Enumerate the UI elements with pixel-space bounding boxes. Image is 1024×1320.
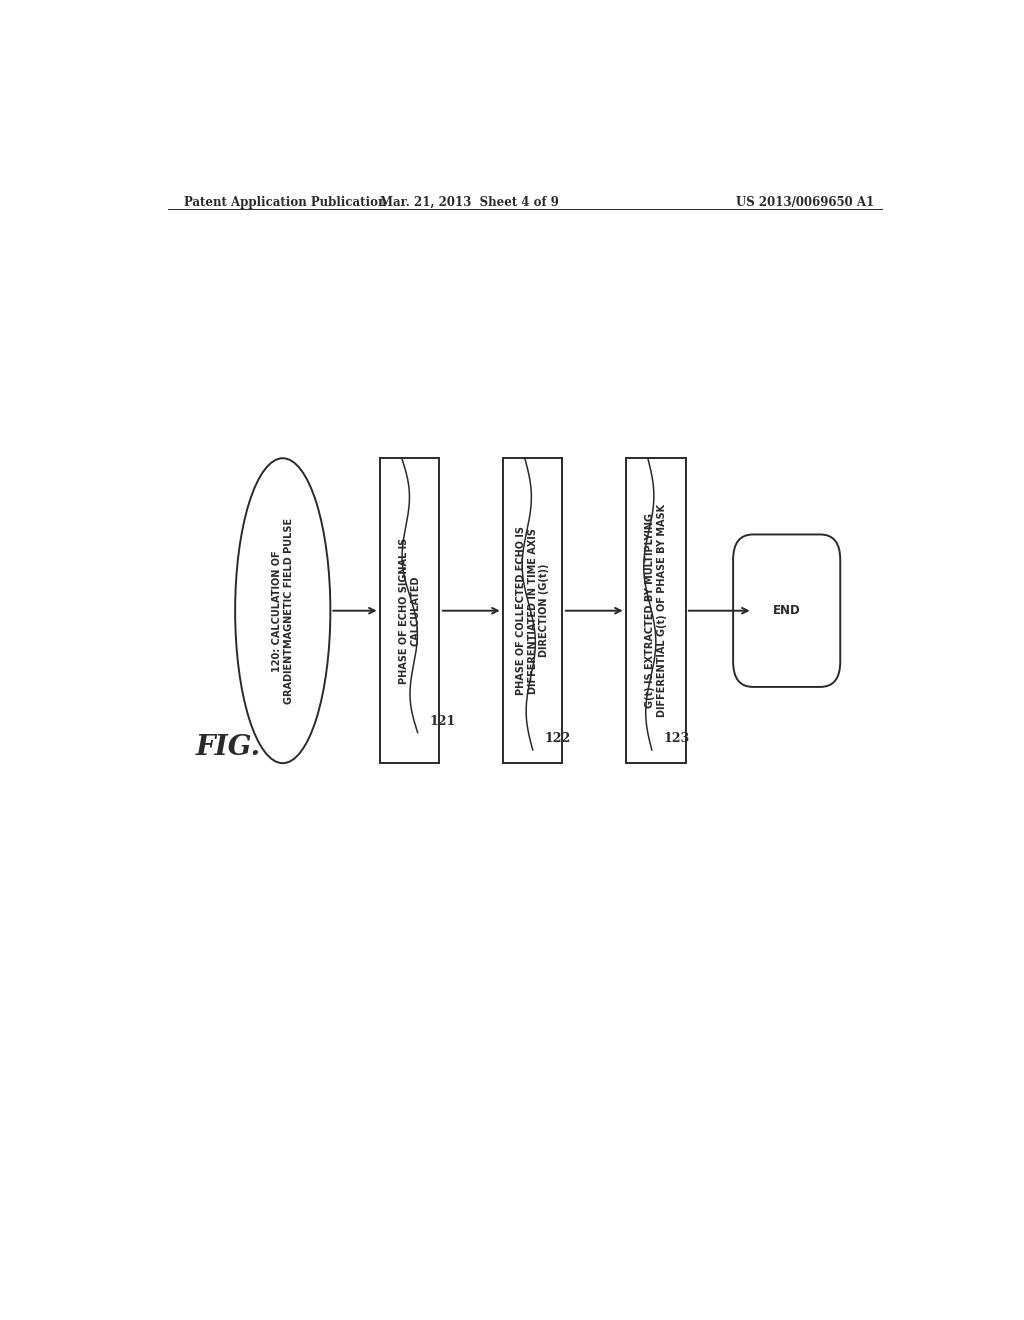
Text: Mar. 21, 2013  Sheet 4 of 9: Mar. 21, 2013 Sheet 4 of 9 — [380, 195, 559, 209]
Text: US 2013/0069650 A1: US 2013/0069650 A1 — [736, 195, 873, 209]
Text: G(t) IS EXTRACTED BY MULTIPLYING
DIFFERENTIAL G(t) OF PHASE BY MASK: G(t) IS EXTRACTED BY MULTIPLYING DIFFERE… — [645, 504, 667, 717]
Text: Patent Application Publication: Patent Application Publication — [183, 195, 386, 209]
FancyBboxPatch shape — [380, 458, 439, 763]
Text: 122: 122 — [545, 731, 571, 744]
FancyBboxPatch shape — [626, 458, 685, 763]
Text: END: END — [773, 605, 801, 618]
Text: 120: CALCULATION OF
GRADIENTMAGNETIC FIELD PULSE: 120: CALCULATION OF GRADIENTMAGNETIC FIE… — [272, 517, 294, 704]
FancyBboxPatch shape — [733, 535, 841, 686]
FancyBboxPatch shape — [503, 458, 562, 763]
Text: PHASE OF ECHO SIGNAL IS
CALCULATED: PHASE OF ECHO SIGNAL IS CALCULATED — [399, 537, 421, 684]
Text: PHASE OF COLLECTED ECHO IS
DIFFERENTIATED IN TIME AXIS
DIRECTION (G(t)): PHASE OF COLLECTED ECHO IS DIFFERENTIATE… — [516, 527, 549, 696]
Text: 121: 121 — [430, 714, 456, 727]
Ellipse shape — [236, 458, 331, 763]
Text: FIG. 4: FIG. 4 — [196, 734, 290, 762]
Text: 123: 123 — [664, 731, 690, 744]
